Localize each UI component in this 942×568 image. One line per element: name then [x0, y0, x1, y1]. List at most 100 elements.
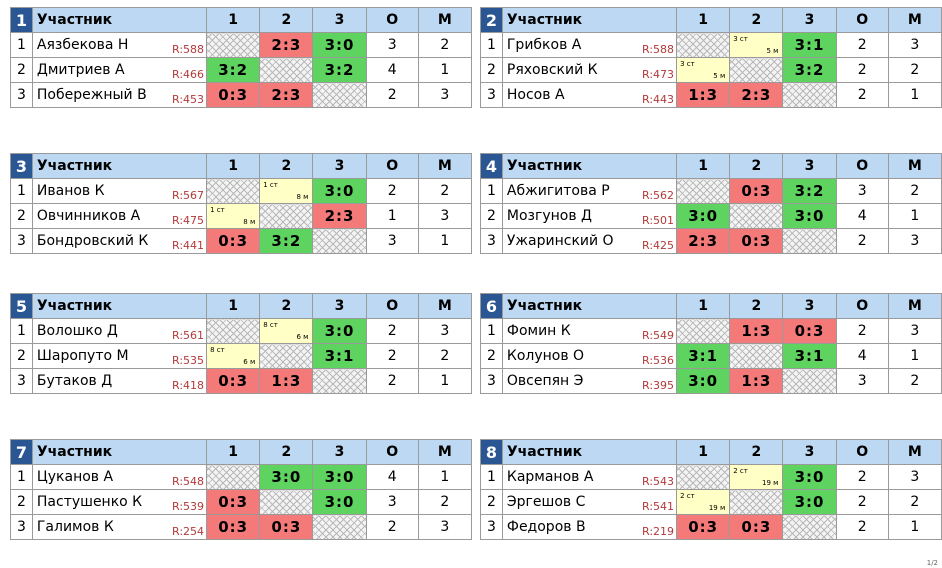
column-header-c2: 2 [729, 439, 784, 465]
points-cell: 2 [835, 514, 889, 540]
participant-name: Волошко Д [36, 323, 118, 339]
participant-name: Шаропуто М [36, 348, 129, 364]
place-cell: 1 [887, 203, 942, 229]
participant-header: Участник [31, 7, 208, 33]
column-header-c2: 2 [259, 439, 314, 465]
participant-header: Участник [31, 439, 208, 465]
match-score-cell: 3:1 [676, 343, 731, 369]
points-cell: 2 [365, 178, 419, 204]
column-header-m: M [417, 439, 473, 465]
match-score-cell: 0:3 [782, 318, 837, 344]
participant-header: Участник [31, 153, 208, 179]
page-number: 1/2 [926, 559, 938, 567]
match-time-label: 5 м [766, 47, 779, 55]
column-header-c2: 2 [729, 7, 784, 33]
table-row: 2 Мозгунов Д R:501 3:0 3:0 4 1 [480, 203, 942, 229]
match-score-cell: 0:3 [206, 82, 261, 108]
points-cell: 2 [835, 228, 889, 254]
participant-header: Участник [501, 153, 678, 179]
scheduled-match-cell: 3 ст 5 м [729, 32, 784, 58]
results-table: 8 Участник 1 2 3 O M 1 Карманов А R:543 2 ст 19 м 3:… [480, 439, 942, 540]
row-index: 2 [10, 203, 33, 229]
participant-name: Абжигитова Р [506, 183, 610, 199]
match-score-cell: 3:2 [782, 178, 837, 204]
participant-rating: R:561 [172, 329, 205, 342]
row-index: 3 [480, 228, 503, 254]
group-table-1: 1 Участник 1 2 3 O M 1 Аязбекова Н R:588 2:3 3:0 3 2 2… [10, 7, 473, 108]
row-index: 3 [480, 514, 503, 540]
participant-cell: Пастушенко К R:539 [31, 489, 208, 515]
row-index: 3 [10, 514, 33, 540]
self-match-cell [729, 203, 784, 229]
place-cell: 1 [417, 57, 473, 83]
place-cell: 2 [887, 178, 942, 204]
table-row: 1 Фомин К R:549 1:3 0:3 2 3 [480, 318, 942, 344]
participant-cell: Ряховский К R:473 [501, 57, 678, 83]
participant-cell: Иванов К R:567 [31, 178, 208, 204]
participant-cell: Колунов О R:536 [501, 343, 678, 369]
row-index: 1 [10, 32, 33, 58]
points-cell: 2 [835, 464, 889, 490]
participant-cell: Мозгунов Д R:501 [501, 203, 678, 229]
participant-cell: Шаропуто М R:535 [31, 343, 208, 369]
self-match-cell [782, 228, 837, 254]
header-row: 6 Участник 1 2 3 O M [480, 293, 942, 319]
results-table: 2 Участник 1 2 3 O M 1 Грибков А R:588 3 ст 5 м 3:1 2… [480, 7, 942, 108]
row-index: 3 [480, 82, 503, 108]
row-index: 1 [480, 464, 503, 490]
points-cell: 1 [365, 203, 419, 229]
participant-rating: R:539 [172, 500, 205, 513]
place-cell: 1 [887, 343, 942, 369]
participant-name: Дмитриев А [36, 62, 125, 78]
group-table-6: 6 Участник 1 2 3 O M 1 Фомин К R:549 1:3 0:3 2 3 2 Колу… [480, 293, 942, 394]
column-header-c2: 2 [259, 293, 314, 319]
place-cell: 2 [417, 489, 473, 515]
group-number: 2 [480, 7, 503, 33]
match-score-cell: 0:3 [206, 489, 261, 515]
column-header-o: O [835, 7, 889, 33]
participant-cell: Аязбекова Н R:588 [31, 32, 208, 58]
participant-cell: Цуканов А R:548 [31, 464, 208, 490]
participant-cell: Волошко Д R:561 [31, 318, 208, 344]
table-row: 1 Аязбекова Н R:588 2:3 3:0 3 2 [10, 32, 473, 58]
row-index: 2 [10, 57, 33, 83]
group-table-8: 8 Участник 1 2 3 O M 1 Карманов А R:543 2 ст 19 м 3:… [480, 439, 942, 540]
participant-cell: Галимов К R:254 [31, 514, 208, 540]
participant-name: Овсепян Э [506, 373, 584, 389]
column-header-o: O [365, 7, 419, 33]
participant-rating: R:543 [642, 475, 675, 488]
participant-rating: R:418 [172, 379, 205, 392]
column-header-c2: 2 [259, 153, 314, 179]
row-index: 2 [480, 203, 503, 229]
match-table-label: 2 ст [680, 492, 695, 500]
match-score-cell: 3:1 [782, 32, 837, 58]
row-index: 1 [10, 318, 33, 344]
column-header-c1: 1 [206, 293, 261, 319]
self-match-cell [312, 514, 367, 540]
match-time-label: 6 м [243, 358, 256, 366]
column-header-c2: 2 [729, 153, 784, 179]
group-table-3: 3 Участник 1 2 3 O M 1 Иванов К R:567 1 ст 8 м 3:0 2 2… [10, 153, 473, 254]
place-cell: 3 [887, 228, 942, 254]
points-cell: 2 [365, 368, 419, 394]
place-cell: 2 [887, 489, 942, 515]
results-table: 6 Участник 1 2 3 O M 1 Фомин К R:549 1:3 0:3 2 3 2 Колу… [480, 293, 942, 394]
header-row: 1 Участник 1 2 3 O M [10, 7, 473, 33]
column-header-o: O [365, 293, 419, 319]
match-time-label: 19 м [762, 479, 779, 487]
place-cell: 1 [417, 228, 473, 254]
match-score-cell: 3:0 [312, 464, 367, 490]
participant-rating: R:441 [172, 239, 205, 252]
scheduled-match-cell: 8 ст 6 м [206, 343, 261, 369]
table-row: 1 Иванов К R:567 1 ст 8 м 3:0 2 2 [10, 178, 473, 204]
match-time-label: 5 м [713, 72, 726, 80]
match-score-cell: 3:1 [782, 343, 837, 369]
column-header-m: M [887, 439, 942, 465]
place-cell: 2 [887, 368, 942, 394]
match-score-cell: 3:0 [312, 318, 367, 344]
column-header-m: M [417, 7, 473, 33]
table-row: 2 Колунов О R:536 3:1 3:1 4 1 [480, 343, 942, 369]
self-match-cell [206, 178, 261, 204]
participant-name: Эргешов С [506, 494, 586, 510]
participant-name: Федоров В [506, 519, 586, 535]
